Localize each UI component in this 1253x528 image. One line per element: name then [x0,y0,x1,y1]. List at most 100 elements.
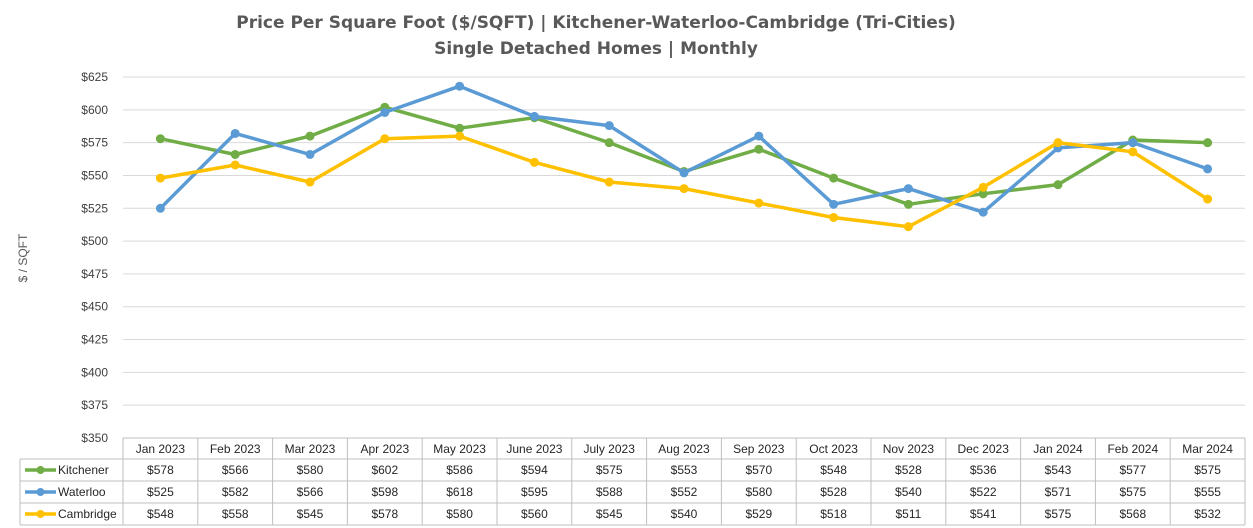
y-tick-label: $375 [81,398,108,412]
data-label: $540 [671,507,698,521]
x-tick-label: Aug 2023 [658,442,710,456]
data-point [230,149,240,159]
data-label: $580 [446,507,473,521]
data-label: $558 [222,507,249,521]
data-point [1128,138,1138,148]
legend-key-marker [36,510,45,518]
data-label: $602 [371,463,398,477]
data-point [679,168,689,178]
data-label: $575 [1194,463,1221,477]
data-point [380,107,390,117]
legend-key-marker [36,466,45,474]
data-label: $580 [297,463,324,477]
data-point [1053,180,1063,190]
data-label: $578 [371,507,398,521]
y-tick-label: $400 [81,365,108,379]
data-label: $571 [1045,485,1072,499]
data-point [1203,194,1213,204]
data-point [978,182,988,192]
data-point [604,177,614,187]
x-tick-label: July 2023 [584,442,636,456]
y-tick-label: $625 [81,70,108,84]
y-tick-label: $525 [81,201,108,215]
data-label: $541 [970,507,997,521]
data-label: $575 [1119,485,1146,499]
data-label: $548 [820,463,847,477]
data-label: $528 [820,485,847,499]
data-point [754,144,764,154]
x-tick-label: Jan 2024 [1033,442,1083,456]
x-tick-label: Oct 2023 [809,442,858,456]
chart-subtitle: Single Detached Homes | Monthly [434,39,758,59]
data-point [155,173,165,183]
x-tick-label: Feb 2023 [210,442,261,456]
data-point [754,131,764,141]
data-label: $532 [1194,507,1221,521]
series-line-waterloo [158,84,1210,214]
y-tick-label: $450 [81,300,108,314]
data-point [529,157,539,167]
data-label: $555 [1194,485,1221,499]
x-tick-label: Jan 2023 [136,442,186,456]
x-tick-label: Nov 2023 [883,442,935,456]
data-label: $528 [895,463,922,477]
y-tick-label: $425 [81,333,108,347]
data-point [155,203,165,213]
y-tick-label: $575 [81,136,108,150]
data-label: $543 [1045,463,1072,477]
series-lines [155,81,1213,232]
data-label: $548 [147,507,174,521]
data-label: $560 [521,507,548,521]
data-label: $536 [970,463,997,477]
data-label: $575 [1045,507,1072,521]
data-label: $545 [297,507,324,521]
data-point [903,222,913,232]
data-point [679,184,689,194]
data-label: $566 [297,485,324,499]
data-label: $540 [895,485,922,499]
data-point [455,81,465,91]
y-tick-label: $600 [81,103,108,117]
data-label: $518 [820,507,847,521]
data-point [903,184,913,194]
data-label: $552 [671,485,698,499]
data-point [305,177,315,187]
data-table: Jan 2023 Feb 2023 Mar 2023 Apr 2023 May 2023… [19,437,1246,526]
x-tick-label: May 2023 [433,442,486,456]
x-tick-label: Feb 2024 [1107,442,1158,456]
data-label: $570 [745,463,772,477]
data-label: $582 [222,485,249,499]
x-tick-label: Dec 2023 [958,442,1010,456]
data-label: $578 [147,463,174,477]
data-label: $618 [446,485,473,499]
data-label: $522 [970,485,997,499]
series-waterloo [155,81,1213,217]
gridlines [123,76,1245,439]
data-point [1203,138,1213,148]
data-label: $545 [596,507,623,521]
data-label: $595 [521,485,548,499]
data-point [829,173,839,183]
y-tick-label: $475 [81,267,108,281]
legend-entry: Waterloo [58,485,106,499]
data-point [230,160,240,170]
y-tick-label: $500 [81,234,108,248]
y-tick-label: $550 [81,168,108,182]
series-cambridge [155,131,1213,232]
legend-entry: Kitchener [58,463,109,477]
chart-title: Price Per Square Foot ($/SQFT) | Kitchen… [236,13,955,33]
data-point [1128,147,1138,157]
data-label: $598 [371,485,398,499]
data-point [455,123,465,133]
data-label: $566 [222,463,249,477]
x-tick-label: June 2023 [506,442,562,456]
data-point [829,199,839,209]
data-label: $529 [745,507,772,521]
data-label: $568 [1119,507,1146,521]
data-point [155,134,165,144]
y-axis-label: $ / SQFT [16,233,30,282]
data-label: $511 [895,507,921,521]
data-label: $525 [147,485,174,499]
x-tick-label: Apr 2023 [360,442,409,456]
